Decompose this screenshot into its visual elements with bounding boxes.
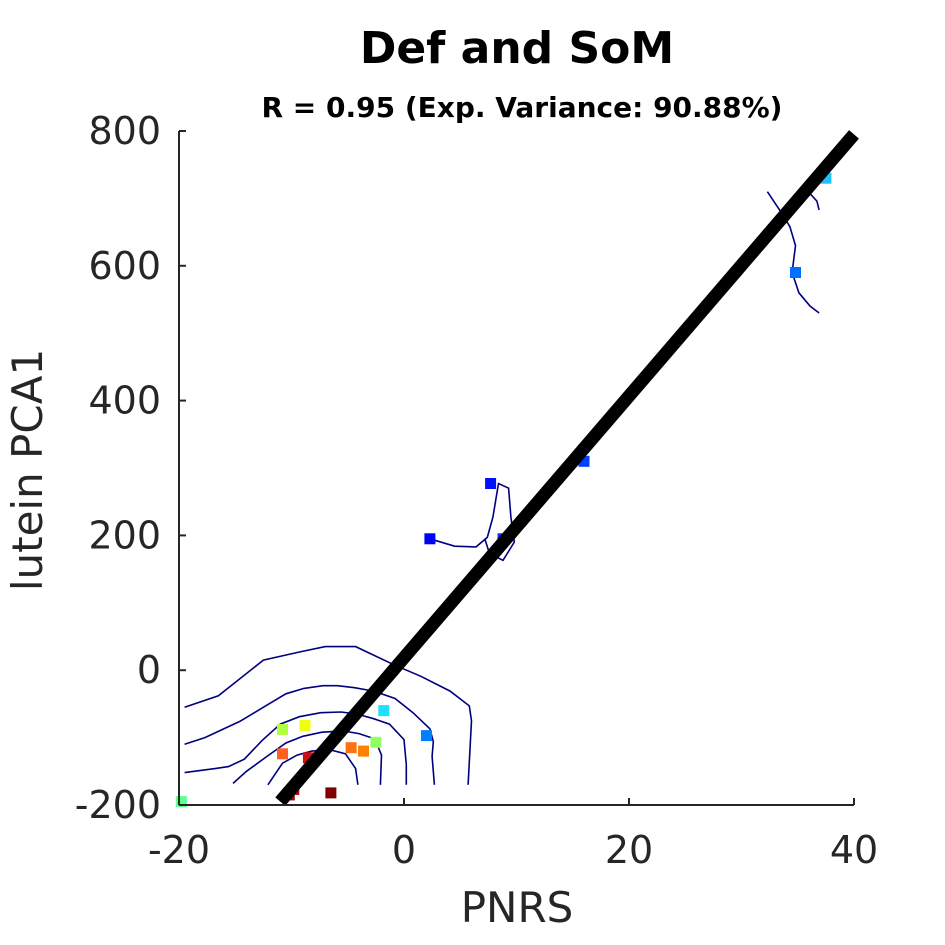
y-tick-label-2: 400 xyxy=(88,379,161,423)
data-point-9 xyxy=(358,745,369,757)
x-tick-label-2: 20 xyxy=(605,828,653,872)
data-point-10 xyxy=(370,736,382,748)
data-point-12 xyxy=(421,730,432,742)
data-point-14 xyxy=(485,478,497,489)
y-tick-label-0: 800 xyxy=(88,109,161,153)
data-point-3 xyxy=(277,748,288,760)
data-point-0 xyxy=(175,796,187,808)
y-tick-label-1: 600 xyxy=(88,244,161,288)
x-ticks: -20 0 20 40 xyxy=(148,798,878,872)
y-tick-label-3: 200 xyxy=(88,513,161,557)
x-tick-label-0: -20 xyxy=(148,828,210,872)
y-tick-label-4: 0 xyxy=(137,648,161,692)
regression-line xyxy=(275,130,859,806)
data-point-8 xyxy=(345,742,357,754)
x-axis-label: PNRS xyxy=(461,883,574,932)
contour-line-0 xyxy=(184,645,473,785)
y-axis-label: lutein PCA1 xyxy=(3,349,52,591)
chart-title: Def and SoM xyxy=(360,23,674,74)
data-point-7 xyxy=(325,787,337,799)
contour-line-5 xyxy=(429,482,516,562)
data-point-18 xyxy=(820,172,832,184)
data-point-2 xyxy=(299,720,311,731)
y-ticks: 800 600 400 200 0 -200 xyxy=(75,109,186,827)
data-point-11 xyxy=(378,705,390,717)
regression-line-group xyxy=(275,130,859,806)
chart-subtitle: R = 0.95 (Exp. Variance: 90.88%) xyxy=(262,91,783,124)
data-point-16 xyxy=(578,455,590,467)
data-point-17 xyxy=(790,267,801,278)
x-tick-label-1: 0 xyxy=(392,828,416,872)
data-point-4 xyxy=(302,752,314,764)
data-point-13 xyxy=(424,533,436,545)
plot-area xyxy=(175,130,859,808)
x-tick-label-3: 40 xyxy=(830,828,878,872)
y-tick-label-5: -200 xyxy=(75,783,161,827)
contour-line-7 xyxy=(809,193,820,211)
data-point-1 xyxy=(277,724,288,735)
contour-line-2 xyxy=(184,711,408,785)
